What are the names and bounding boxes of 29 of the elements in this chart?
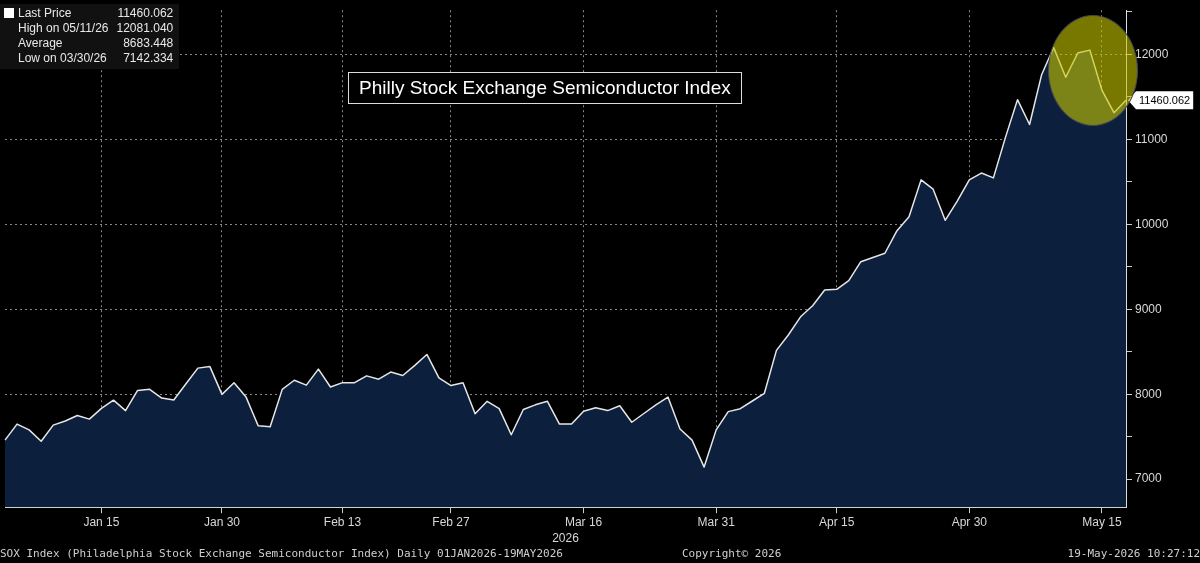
x-tick-label: Jan 15 bbox=[83, 514, 120, 529]
y-tick-label: 11000 bbox=[1135, 131, 1168, 146]
x-tick-label: Mar 16 bbox=[564, 514, 603, 529]
annotation: High on 05/11/26 bbox=[17, 21, 109, 36]
text: Copyright© 2026 bbox=[682, 547, 782, 560]
x-tick-label: Mar 31 bbox=[697, 514, 736, 529]
x-axis-title: 2026 bbox=[552, 531, 580, 546]
x-tick-label: Jan 30 bbox=[203, 514, 241, 529]
text: SOX Index (Philadelphia Stock Exchange Semiconductor Index) Daily 01JAN2026-19MAY2026 bbox=[0, 547, 563, 560]
annotation: 8683.448 bbox=[122, 36, 174, 51]
text: Philly Stock Exchange Semiconductor Index bbox=[348, 72, 742, 104]
annotation: 12081.040 bbox=[116, 21, 174, 36]
text: 19-May-2026 10:27:12 bbox=[1067, 547, 1200, 560]
x-tick-label: Feb 13 bbox=[323, 514, 362, 529]
data-label: 11460.062 bbox=[1139, 94, 1191, 107]
annotation: Last Price bbox=[17, 6, 73, 21]
y-tick-label: 12000 bbox=[1135, 46, 1169, 61]
y-tick-label: 10000 bbox=[1135, 216, 1169, 231]
annotation: Low on 03/30/26 bbox=[17, 51, 108, 66]
x-tick-label: May 15 bbox=[1082, 514, 1122, 529]
annotation: 11460.062 bbox=[116, 6, 174, 21]
annotation: Average bbox=[17, 36, 64, 51]
y-tick-label: 7000 bbox=[1135, 471, 1163, 486]
y-tick-label: 8000 bbox=[1135, 386, 1163, 401]
annotation: 7142.334 bbox=[122, 51, 174, 66]
x-tick-label: Feb 27 bbox=[432, 514, 470, 529]
y-tick-label: 9000 bbox=[1135, 301, 1163, 316]
x-tick-label: Apr 15 bbox=[819, 514, 855, 529]
x-tick-label: Apr 30 bbox=[951, 514, 988, 529]
